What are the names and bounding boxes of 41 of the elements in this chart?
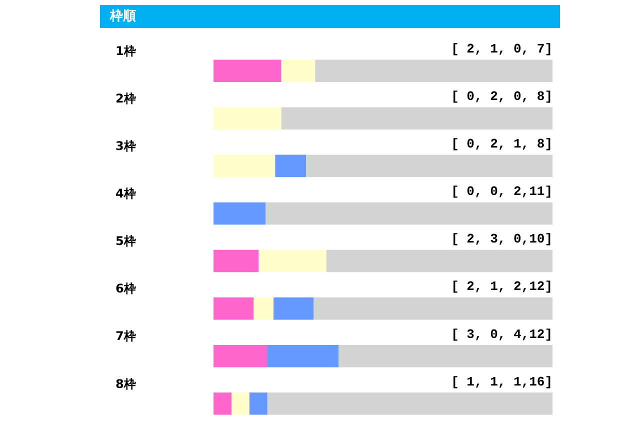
bar xyxy=(214,344,268,368)
bar xyxy=(258,250,326,272)
bar xyxy=(306,154,552,178)
bar xyxy=(214,297,254,320)
bar xyxy=(231,392,250,415)
bar xyxy=(214,392,232,415)
y-tick-label: 8枠 xyxy=(116,376,136,391)
annotation: [ 0, 2, 1, 8] xyxy=(451,136,553,152)
bar xyxy=(254,297,274,320)
bar xyxy=(267,392,552,415)
y-tick-label: 3枠 xyxy=(116,139,136,154)
bar xyxy=(274,297,314,320)
bar xyxy=(214,154,276,178)
chart-title: 枠順 xyxy=(110,8,136,26)
bar xyxy=(266,202,552,225)
y-tick-label: 7枠 xyxy=(116,329,136,344)
bar xyxy=(249,392,268,415)
bar xyxy=(214,60,282,82)
bar xyxy=(326,250,552,272)
annotation: [ 2, 3, 0,10] xyxy=(451,232,553,247)
bar xyxy=(281,60,316,82)
annotation: [ 0, 0, 2,11] xyxy=(451,184,553,200)
bar xyxy=(338,344,552,368)
y-tick-label: 4枠 xyxy=(116,186,136,201)
bar xyxy=(281,107,552,130)
annotation: [ 3, 0, 4,12] xyxy=(451,326,553,342)
bar xyxy=(267,344,339,368)
annotation: [ 0, 2, 0, 8] xyxy=(451,89,553,104)
annotation: [ 2, 1, 0, 7] xyxy=(451,42,553,57)
y-tick-label: 2枠 xyxy=(116,92,136,106)
y-tick-label: 1枠 xyxy=(116,44,136,58)
annotation: [ 1, 1, 1,16] xyxy=(451,374,553,390)
bar xyxy=(314,297,552,320)
bar xyxy=(214,250,259,272)
bar xyxy=(214,202,266,225)
bar xyxy=(214,107,282,130)
y-tick-label: 5枠 xyxy=(116,234,136,248)
annotation: [ 2, 1, 2,12] xyxy=(451,279,553,294)
y-tick-label: 6枠 xyxy=(116,282,136,296)
bar xyxy=(275,154,306,178)
bar xyxy=(315,60,552,82)
